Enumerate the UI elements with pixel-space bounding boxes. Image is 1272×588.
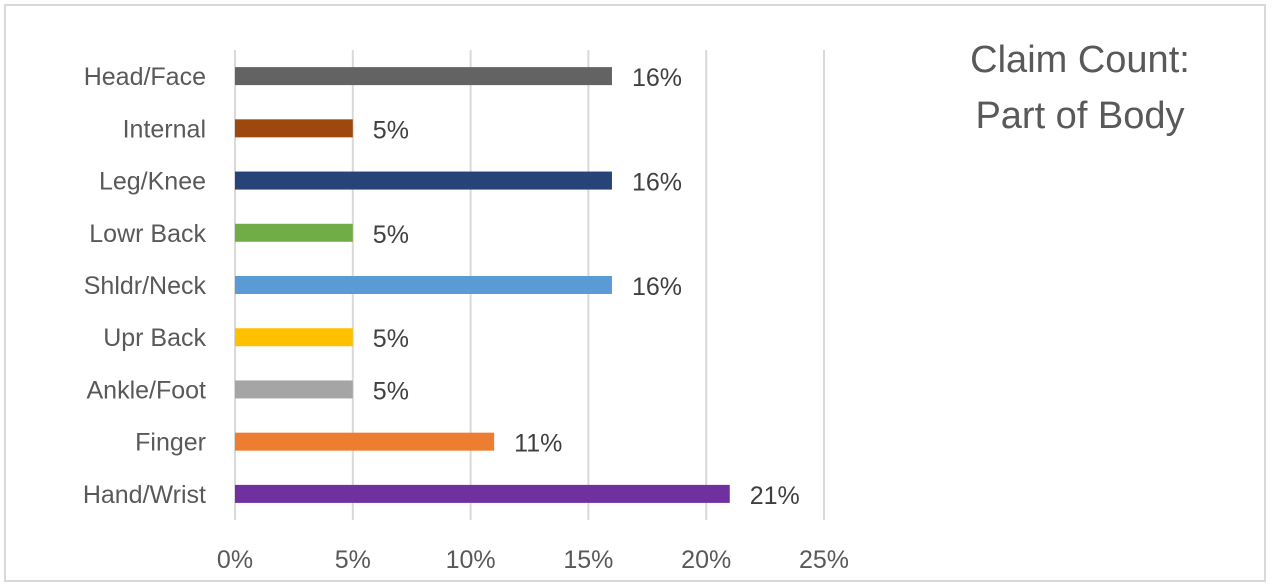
category-label: Hand/Wrist [83,481,206,509]
data-label: 21% [750,482,800,510]
category-labels: Head/Face Internal Leg/Knee Lowr Back Shldr/… [83,63,207,509]
category-label: Finger [135,429,206,457]
data-label: 16% [632,273,682,301]
chart-title-line-1: Claim Count: [970,39,1190,81]
category-label: Upr Back [103,324,206,352]
bar-hand-wrist [235,484,730,503]
category-label: Shldr/Neck [84,272,207,300]
category-label: Ankle/Foot [86,376,206,404]
bar-head-face [235,67,612,86]
data-label: 5% [373,325,409,353]
bar-internal [235,119,353,138]
bar-leg-knee [235,171,612,190]
category-label: Leg/Knee [99,168,206,196]
bar-upr-back [235,328,353,347]
x-tick-label: 5% [335,546,371,574]
bar-ankle-foot [235,380,353,399]
x-tick-label: 10% [446,546,496,574]
bars [235,67,730,503]
x-tick-label: 20% [681,546,731,574]
chart-title: Claim Count: Part of Body [930,32,1230,144]
x-axis-tick-labels: 0% 5% 10% 15% 20% 25% [217,546,849,574]
data-label: 5% [373,116,409,144]
data-label: 16% [632,64,682,92]
x-tick-label: 0% [217,546,253,574]
data-label: 5% [373,377,409,405]
bar-shldr-neck [235,276,612,294]
bar-lowr-back [235,223,353,242]
category-label: Head/Face [84,63,206,91]
chart-title-line-2: Part of Body [975,95,1185,137]
bar-finger [235,432,495,451]
category-label: Internal [123,115,206,143]
data-labels: 16% 5% 16% 5% 16% 5% 5% 11% 21% [373,64,800,510]
x-tick-label: 25% [799,546,849,574]
x-tick-label: 15% [563,546,613,574]
data-label: 11% [514,430,562,458]
data-label: 16% [632,169,682,197]
category-label: Lowr Back [89,220,206,248]
data-label: 5% [373,221,409,249]
